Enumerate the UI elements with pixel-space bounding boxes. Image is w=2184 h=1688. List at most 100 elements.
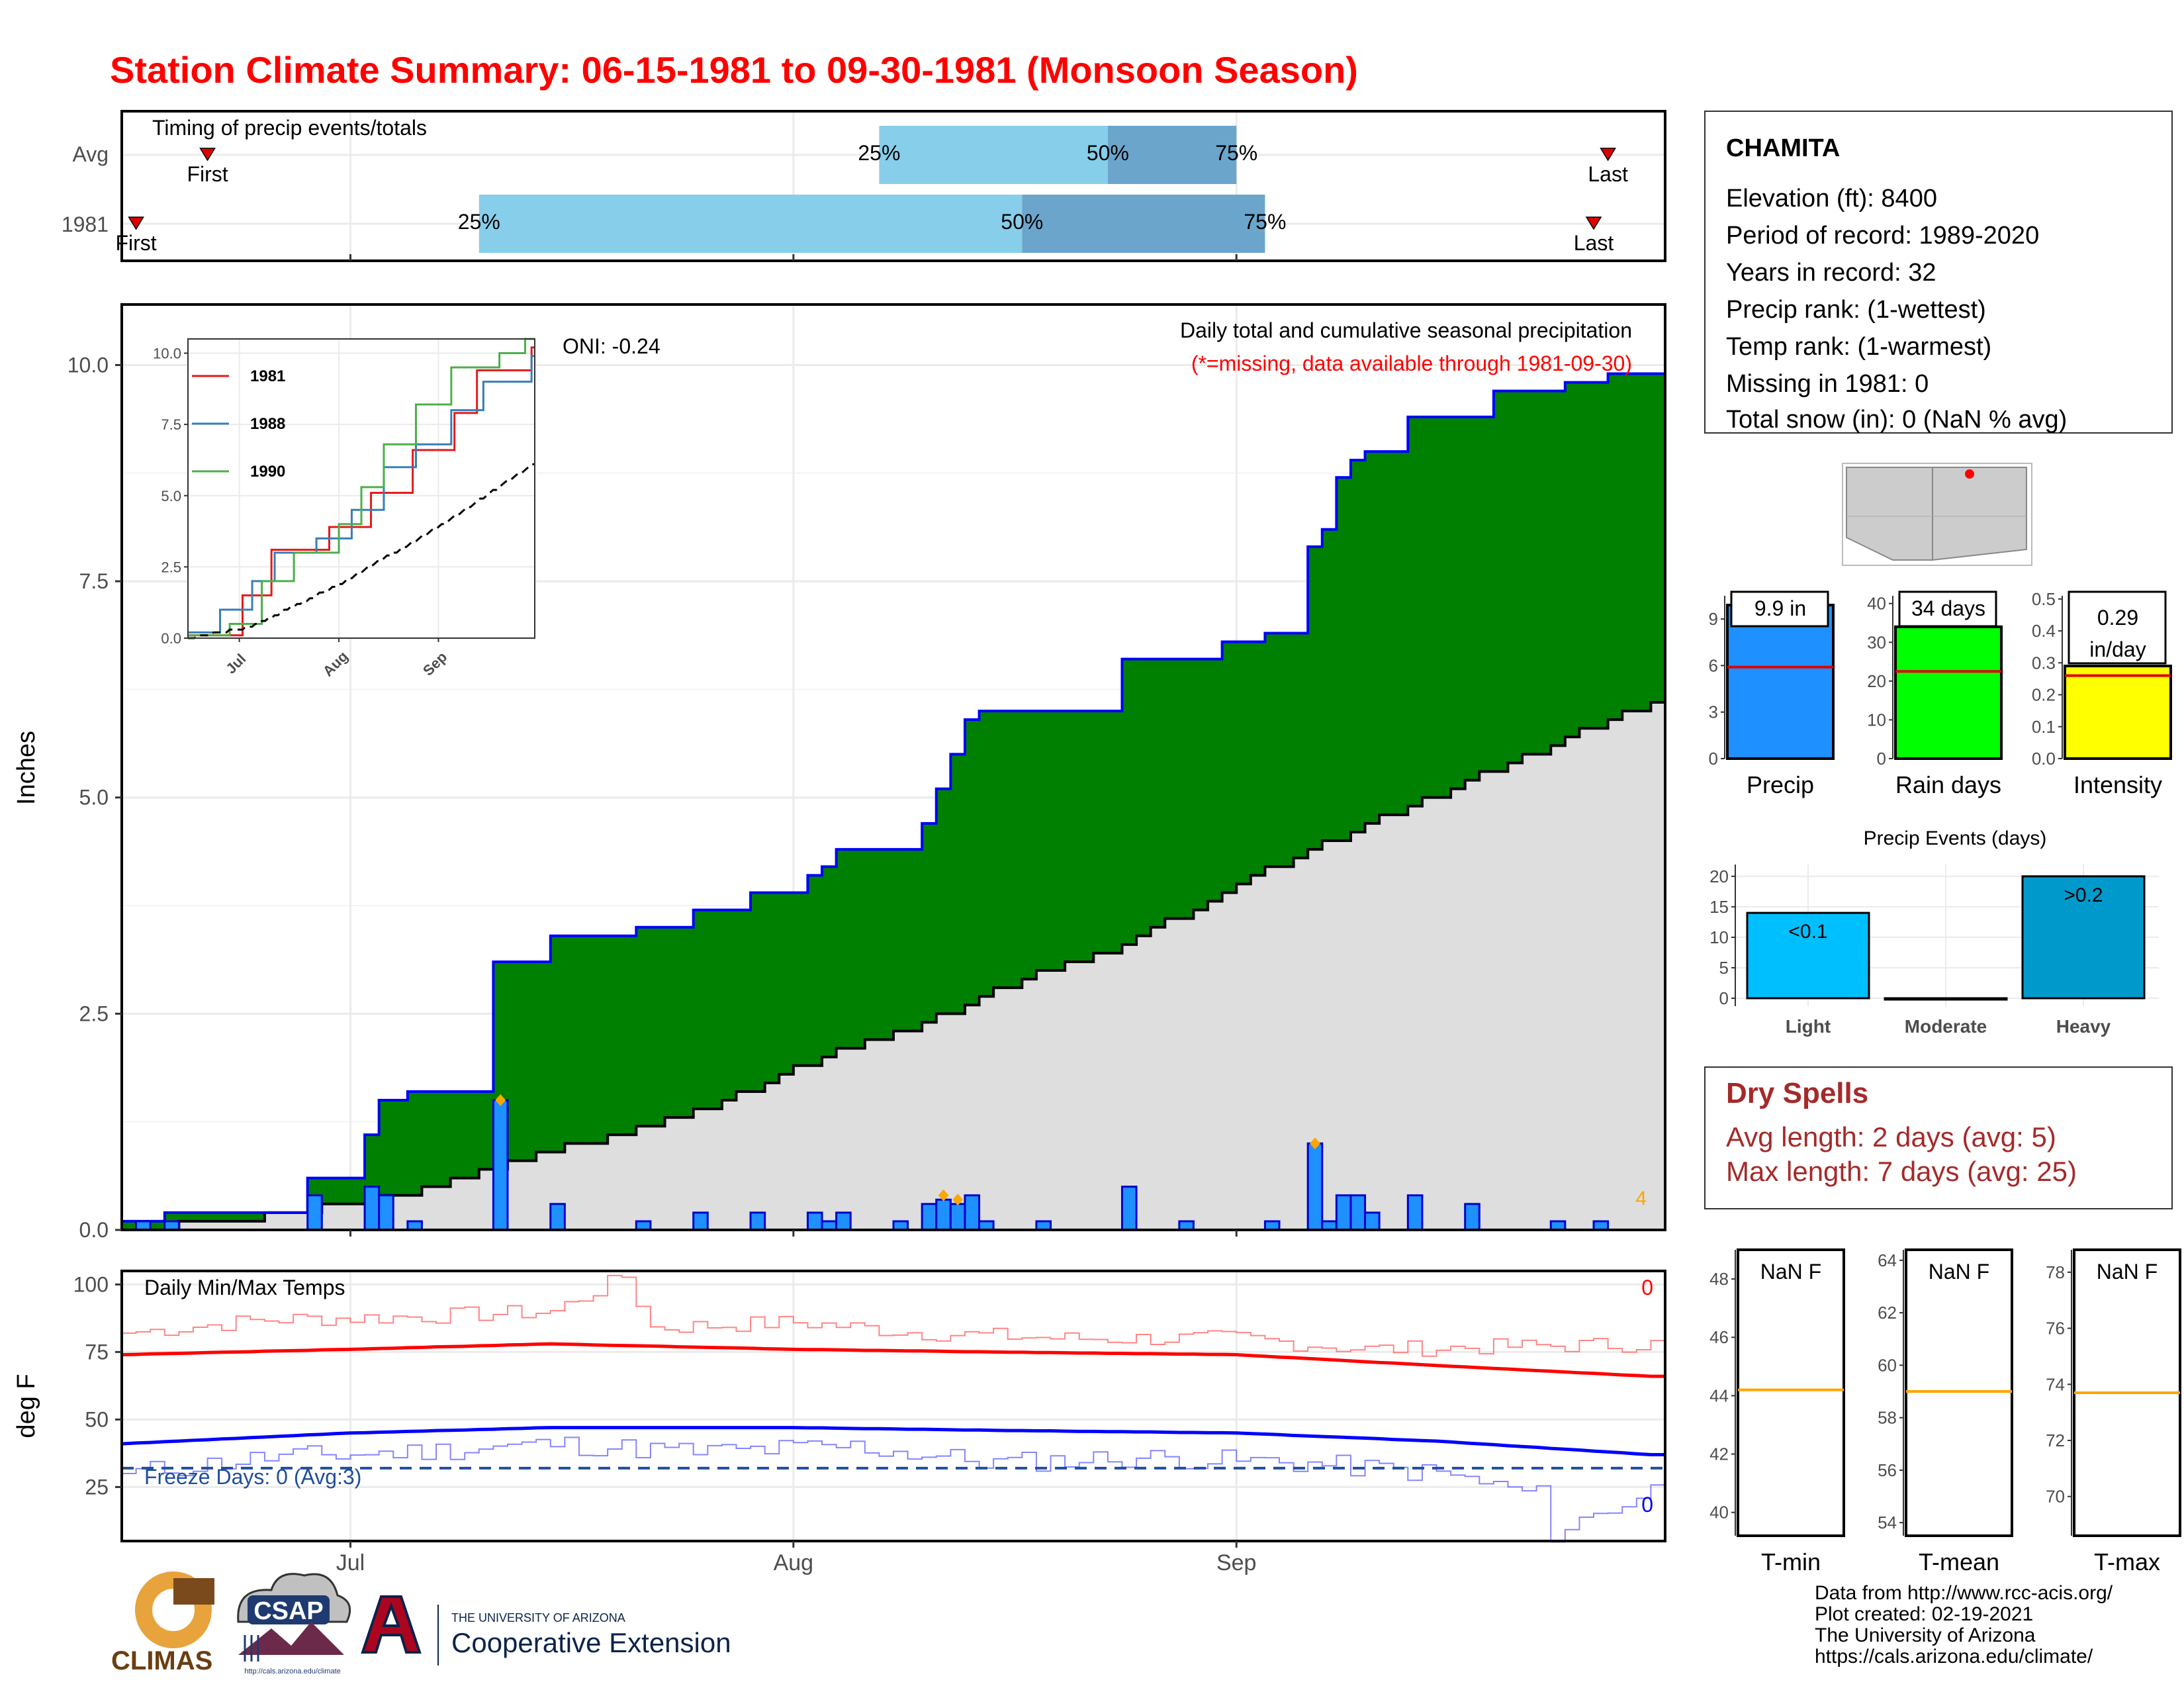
station-years: Years in record: 32 [1726, 259, 1936, 287]
daily-precip-bar [1335, 1194, 1352, 1231]
average-min-temp-line [121, 1426, 1665, 1456]
daily-precip-bar [1306, 1142, 1324, 1231]
ua-small-label: THE UNIVERSITY OF ARIZONA [451, 1611, 625, 1624]
q75-label: 75% [1244, 210, 1286, 234]
dry-spells-avg: Avg length: 2 days (avg: 5) [1726, 1121, 2056, 1152]
climas-logo: CLIMAS [111, 1571, 214, 1675]
quartile-25-50-bar [879, 126, 1108, 184]
mini-bar-tick: 0 [1709, 749, 1718, 769]
events-y-tick: 0 [1719, 988, 1729, 1008]
quartile-50-75-bar [1107, 126, 1237, 184]
events-y-tick: 10 [1709, 927, 1729, 947]
daily-precip-bar [549, 1203, 566, 1231]
temp-y-axis-title: deg F [13, 1374, 40, 1438]
temp-gauge-value: NaN F [1929, 1260, 1989, 1284]
mini-bar-tick: 0.5 [2032, 589, 2056, 609]
temp-gauge-label: T-mean [1919, 1548, 1999, 1575]
mini-bar-value [2064, 665, 2172, 761]
inset-y-tick: 0.0 [161, 630, 181, 647]
daily-precip-bar [935, 1198, 952, 1231]
mini-bar-value-label: 9.9 in [1754, 596, 1806, 620]
mini-bar-tick: 0 [1877, 749, 1886, 769]
daily-precip-bar [949, 1203, 966, 1231]
temp-gauge-tick: 58 [1878, 1408, 1897, 1428]
mini-bar-value [1726, 604, 1835, 760]
temp-y-tick: 25 [85, 1475, 109, 1499]
q25-label: 25% [458, 210, 500, 234]
precip-events-title: Precip Events (days) [1864, 827, 2047, 849]
mini-bar-tick: 0.1 [2032, 717, 2056, 737]
daily-max-temp-line [122, 1274, 1666, 1357]
timing-row-Avg: 25% 50% 75% First Last [187, 126, 1628, 186]
ua-cooperative-extension: Cooperative Extension [451, 1627, 731, 1658]
mini-bar-tick: 40 [1867, 594, 1886, 614]
events-bar-moderate [1884, 997, 2008, 1001]
temp-gauge-tick: 64 [1878, 1250, 1897, 1270]
csap-logo: CSAP http://cals.arizona.edu/climate [237, 1573, 351, 1675]
quartile-50-75-bar [1022, 195, 1265, 253]
temp-gauge-tick: 72 [2046, 1430, 2065, 1450]
average-max-temp-line [121, 1342, 1665, 1378]
mini-bar-label: Intensity [2073, 771, 2162, 798]
daily-precip-bar [1120, 1186, 1138, 1231]
q50-label: 50% [1087, 141, 1129, 165]
station-elevation: Elevation (ft): 8400 [1726, 185, 1937, 212]
temp-gauge-value: NaN F [1760, 1260, 1821, 1284]
mini-bar-tick: 3 [1709, 702, 1718, 722]
last-event-marker [1585, 216, 1602, 230]
temp-gauge-label: T-max [2094, 1548, 2160, 1575]
last-event-marker [1600, 148, 1616, 162]
mini-bar-label: Precip [1747, 771, 1814, 798]
q50-label: 50% [1001, 210, 1043, 234]
daily-precip-bar [1464, 1203, 1480, 1231]
daily-precip-bar [964, 1194, 981, 1231]
inset-legend-1990: 1990 [250, 463, 285, 481]
first-event-marker-label: First [187, 162, 228, 186]
daily-precip-bar [692, 1211, 709, 1231]
q75-label: 75% [1215, 141, 1257, 165]
climas-logo-text: CLIMAS [111, 1646, 212, 1675]
inset-legend-1981: 1981 [250, 367, 285, 385]
timing-row-label-1981: 1981 [62, 212, 109, 236]
mini-bar-tick: 0.0 [2032, 749, 2056, 769]
locator-map [1842, 463, 2032, 566]
dry-spells-box: Dry Spells Avg length: 2 days (avg: 5) M… [1704, 1066, 2173, 1209]
events-bar-light [1746, 912, 1870, 1000]
precip-y-tick: 0.0 [79, 1218, 109, 1242]
temp-gauge-tick: 74 [2046, 1374, 2065, 1394]
dry-spells-title: Dry Spells [1726, 1077, 1868, 1109]
temp-y-tick: 75 [85, 1340, 109, 1364]
precip-events-chart: Precip Events (days) 0 5 10 15 20 <0.1 Light Mod… [1709, 827, 2159, 1037]
last-event-marker-label: Last [1588, 162, 1628, 186]
mini-bar-rain-days: 0 10 20 30 40 34 days Rain days [1867, 590, 2003, 798]
temp-gauge-frame [1737, 1248, 1845, 1537]
temp-gauge-t-min: 40 42 44 46 48 NaN F T-min [1709, 1248, 1845, 1575]
footer-url: https://cals.arizona.edu/climate/ [1815, 1646, 2093, 1667]
timing-row-label-avg: Avg [72, 142, 109, 166]
precip-y-tick: 2.5 [79, 1002, 109, 1025]
mini-bar-value-label: 34 days [1911, 596, 1985, 620]
temp-y-tick: 50 [85, 1407, 109, 1431]
mini-bar-tick: 0.4 [2032, 621, 2056, 641]
events-bar-heavy [2021, 875, 2146, 1000]
daily-precip-bar [363, 1186, 381, 1231]
events-x-tick: Heavy [2056, 1016, 2111, 1037]
daily-precip-bar [378, 1194, 394, 1231]
cumulative-1981-line [122, 372, 1665, 1223]
footer-credits: Data from http://www.rcc-acis.org/ Plot … [1815, 1582, 2113, 1667]
mini-bar-label: Rain days [1895, 771, 2001, 798]
inset-y-tick: 7.5 [161, 416, 181, 433]
mini-bar-tick: 9 [1709, 609, 1718, 629]
temp-panel-label: Daily Min/Max Temps [144, 1276, 345, 1299]
inset-y-tick: 5.0 [161, 488, 181, 504]
daily-precip-bar [1349, 1194, 1367, 1231]
figure-title: Station Climate Summary: 06-15-1981 to 0… [110, 49, 1358, 91]
temp-gauge-tick: 42 [1709, 1444, 1729, 1464]
station-temp-rank: Temp rank: (1-warmest) [1726, 333, 1991, 361]
events-y-tick: 15 [1709, 897, 1729, 917]
temp-gauge-tick: 44 [1709, 1385, 1729, 1405]
station-info-box: CHAMITA Elevation (ft): 8400 Period of r… [1704, 111, 2173, 434]
first-event-marker [199, 148, 216, 162]
